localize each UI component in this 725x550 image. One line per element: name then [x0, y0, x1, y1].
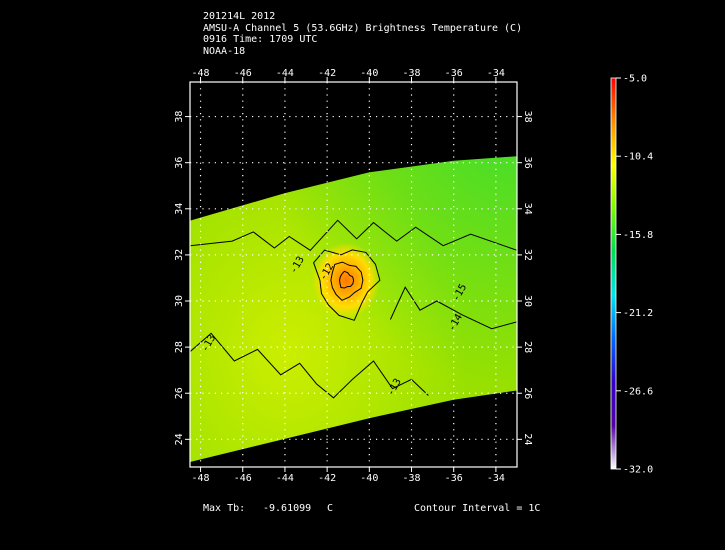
x-tick-label-top-0: -48: [192, 68, 210, 79]
x-tick-label-top-5: -38: [402, 68, 420, 79]
contour-line-south: [190, 332, 429, 399]
colorbar-ticks: -5.0 -10.4 -15.8 -21.2 -26.6 -32.0: [616, 74, 653, 476]
colorbar: -5.0 -10.4 -15.8 -21.2 -26.6 -32.0: [610, 74, 653, 476]
y-tick-label-right-7: 38: [522, 111, 533, 123]
x-tick-label-bottom-2: -44: [276, 473, 294, 484]
colorbar-frame: [610, 77, 617, 470]
max-tb-value: -9.61099: [263, 503, 312, 514]
contour-ring-mid: [330, 261, 364, 301]
colorbar-tick-label-1: -10.4: [623, 152, 653, 163]
x-tick-label-bottom-0: -48: [192, 473, 210, 484]
lat-lon-grid: [190, 82, 517, 467]
x-tick-label-bottom-6: -36: [445, 473, 463, 484]
y-tick-label-left-2: 28: [174, 341, 185, 353]
y-tick-label-left-7: 38: [174, 111, 185, 123]
header-satellite-line: NOAA-18: [203, 45, 246, 57]
chart-header: 201214L 2012 AMSU-A Channel 5 (53.6GHz) B…: [203, 11, 522, 57]
x-tick-label-top-7: -34: [487, 68, 505, 79]
x-tick-label-bottom-7: -34: [487, 473, 505, 484]
x-tick-label-bottom-4: -40: [360, 473, 378, 484]
x-tick-label-top-4: -40: [360, 68, 378, 79]
contour-line-east: [389, 286, 517, 330]
max-tb-unit: C: [327, 503, 334, 514]
x-tick-label-top-3: -42: [318, 68, 336, 79]
y-tick-label-right-0: 24: [522, 433, 533, 445]
y-tick-label-right-3: 30: [522, 295, 533, 307]
contour-line-north: [190, 219, 517, 251]
swath-layer: [190, 155, 517, 463]
y-tick-label-right-6: 36: [522, 157, 533, 169]
y-tick-label-left-3: 30: [174, 295, 185, 307]
contour-ring-outer: [313, 249, 381, 321]
y-tick-label-right-1: 26: [522, 387, 533, 399]
x-tick-label-top-2: -44: [276, 68, 294, 79]
x-tick-label-top-6: -36: [445, 68, 463, 79]
x-tick-label-top-1: -46: [234, 68, 252, 79]
y-tick-label-left-0: 24: [174, 433, 185, 445]
y-tick-label-left-1: 26: [174, 387, 185, 399]
colorbar-tick-label-5: -32.0: [623, 465, 653, 476]
y-tick-label-right-4: 32: [522, 249, 533, 261]
colorbar-tick-label-2: -15.8: [623, 230, 653, 241]
y-tick-label-left-5: 34: [174, 203, 185, 215]
header-id-line: 201214L 2012: [203, 11, 276, 22]
x-tick-label-bottom-5: -38: [402, 473, 420, 484]
contour-ring-inner: [339, 270, 355, 289]
colorbar-tick-label-0: -5.0: [623, 74, 647, 85]
axis-ticks: -48 -48 -46 -46 -44 -44 -42 -42 -40 -40 -38 -38 -36 -…: [174, 68, 533, 484]
swath-outline: [190, 155, 517, 463]
contour-interval: Contour Interval = 1C: [414, 503, 541, 514]
colorbar-gradient: [611, 78, 616, 469]
max-tb-label: Max Tb:: [203, 503, 246, 514]
plot-frame: [189, 81, 518, 468]
y-tick-label-right-5: 34: [522, 203, 533, 215]
chart-title: AMSU-A Channel 5 (53.6GHz) Brightness Te…: [203, 22, 523, 34]
colorbar-tick-label-3: -21.2: [623, 308, 653, 319]
y-tick-label-left-6: 36: [174, 157, 185, 169]
header-time-line: 0916 Time: 1709 UTC: [203, 34, 318, 45]
warm-core-shading: [312, 242, 381, 319]
y-tick-label-right-2: 28: [522, 341, 533, 353]
y-tick-label-left-4: 32: [174, 249, 185, 261]
colorbar-tick-label-4: -26.6: [623, 386, 653, 397]
x-tick-label-bottom-3: -42: [318, 473, 336, 484]
x-tick-label-bottom-1: -46: [234, 473, 252, 484]
